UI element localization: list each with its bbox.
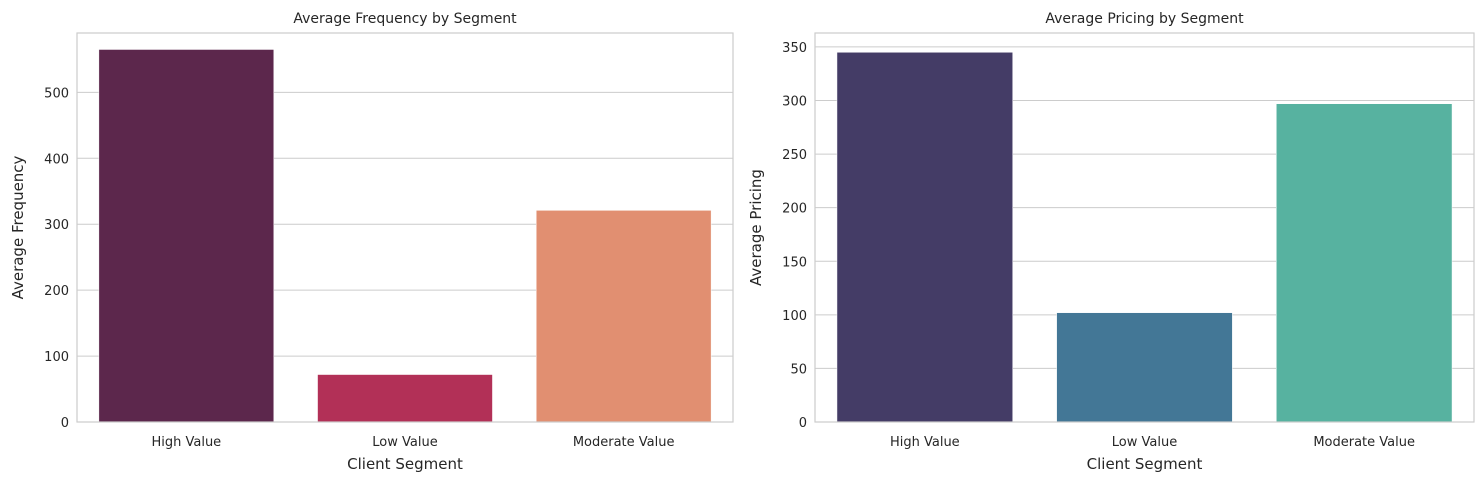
x-tick-label-1-0: High Value bbox=[151, 435, 221, 450]
bar-2-high-value bbox=[836, 52, 1013, 423]
y-tick-label-2-5: 250 bbox=[782, 148, 807, 163]
x-tick-label-2-0: High Value bbox=[890, 435, 960, 450]
x-tick-label-1-2: Moderate Value bbox=[573, 435, 675, 450]
y-tick-label-1-3: 300 bbox=[44, 218, 69, 233]
x-tick-label-2-1: Low Value bbox=[1112, 435, 1177, 450]
bar-2-low-value bbox=[1056, 312, 1233, 423]
bar-1-high-value bbox=[98, 49, 275, 423]
y-axis-label-1: Average Frequency bbox=[9, 155, 27, 299]
y-tick-label-2-6: 300 bbox=[782, 95, 807, 110]
bar-2-moderate-value bbox=[1276, 103, 1453, 423]
y-tick-label-2-2: 100 bbox=[782, 309, 807, 324]
y-tick-label-2-3: 150 bbox=[782, 255, 807, 270]
y-tick-label-1-4: 400 bbox=[44, 152, 69, 167]
y-tick-label-1-5: 500 bbox=[44, 86, 69, 101]
x-axis-label-2: Client Segment bbox=[1087, 455, 1203, 473]
y-tick-label-2-7: 350 bbox=[782, 41, 807, 56]
x-tick-label-2-2: Moderate Value bbox=[1313, 435, 1415, 450]
y-tick-label-1-1: 100 bbox=[44, 350, 69, 365]
bar-1-moderate-value bbox=[535, 210, 712, 423]
y-tick-label-2-0: 0 bbox=[799, 416, 807, 431]
plot-frame-1 bbox=[76, 32, 734, 423]
bar-1-low-value bbox=[317, 374, 493, 423]
y-tick-label-1-2: 200 bbox=[44, 284, 69, 299]
x-tick-label-1-1: Low Value bbox=[372, 435, 437, 450]
y-tick-label-2-1: 50 bbox=[790, 362, 807, 377]
y-axis-label-2: Average Pricing bbox=[747, 169, 765, 286]
x-axis-label-1: Client Segment bbox=[347, 455, 463, 473]
chart-title-2: Average Pricing by Segment bbox=[1045, 11, 1244, 27]
y-tick-label-1-0: 0 bbox=[61, 416, 69, 431]
y-tick-label-2-4: 200 bbox=[782, 202, 807, 217]
plot-frame-2 bbox=[814, 32, 1475, 423]
chart-title-1: Average Frequency by Segment bbox=[293, 11, 517, 27]
